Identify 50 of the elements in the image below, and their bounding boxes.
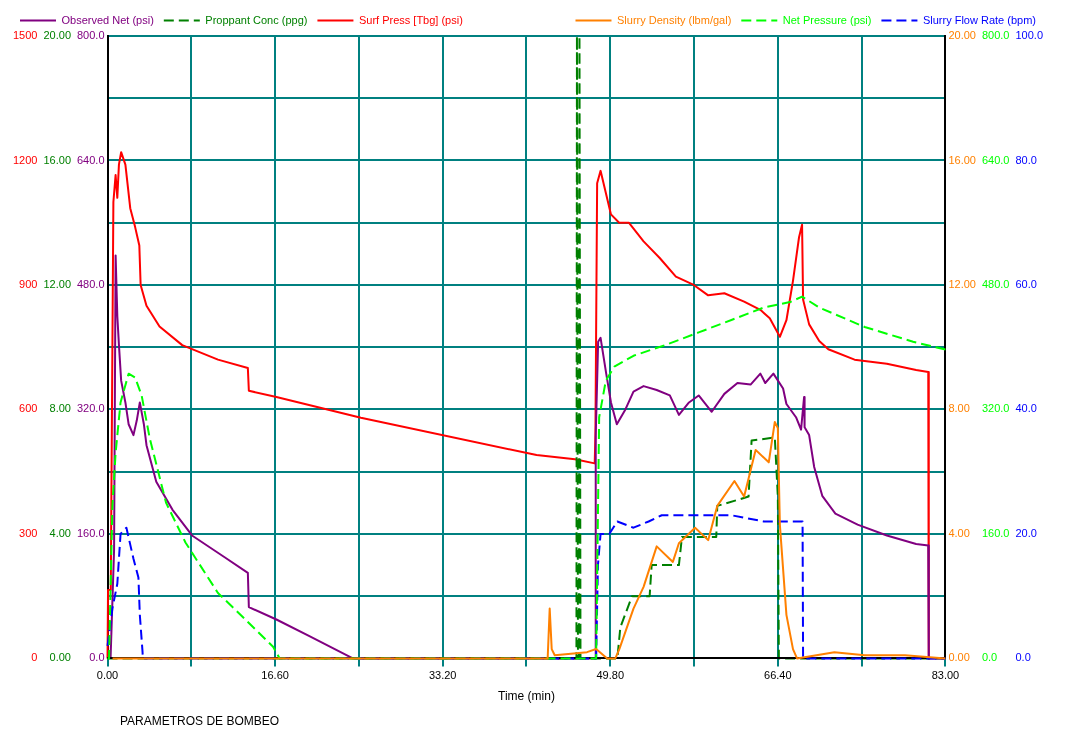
y-tick-label: 4.00 [948, 526, 970, 539]
legend-label: Proppant Conc (ppg) [205, 13, 308, 26]
y2-tick-label: 320.0 [981, 402, 1010, 415]
y2-tick-label: 8.00 [49, 402, 71, 415]
y-tick-label: 0.00 [948, 651, 970, 664]
y3-tick-label: 900 [19, 277, 38, 290]
y2-tick-label: 800.0 [981, 29, 1010, 42]
y2-tick-label: 160.0 [981, 526, 1010, 539]
x-axis-title: Time (min) [498, 689, 555, 704]
y-tick-label: 12.00 [948, 277, 976, 290]
y2-tick-label: 20.00 [43, 29, 71, 42]
y3-tick-label: 40.0 [1015, 402, 1037, 415]
y3-tick-label: 100.0 [1015, 29, 1043, 42]
x-tick-label: 83.00 [931, 669, 960, 682]
x-tick-label: 66.40 [764, 669, 792, 682]
y3-tick-label: 1200 [12, 153, 38, 166]
y3-tick-label: 0 [31, 651, 38, 664]
y-tick-label: 0.0 [89, 651, 105, 664]
x-tick-label: 0.00 [96, 669, 119, 682]
y-tick-label: 16.00 [948, 153, 976, 166]
y-tick-label: 640.0 [76, 153, 105, 166]
y2-tick-label: 0.00 [49, 651, 71, 664]
y3-tick-label: 20.0 [1015, 526, 1037, 539]
y2-tick-label: 480.0 [981, 277, 1010, 290]
x-tick-label: 49.80 [596, 669, 625, 682]
y3-tick-label: 0.0 [1015, 651, 1031, 664]
text: PARAMETROS DE BOMBEO [120, 714, 280, 729]
legend-label: Observed Net (psi) [61, 13, 154, 26]
y2-tick-label: 12.00 [43, 277, 71, 290]
y-tick-label: 160.0 [76, 526, 105, 539]
legend-label: Surf Press [Tbg] (psi) [358, 13, 463, 26]
x-tick-label: 33.20 [428, 669, 457, 682]
y2-tick-label: 4.00 [49, 526, 71, 539]
y-tick-label: 8.00 [948, 402, 970, 415]
x-tick-label: 16.60 [261, 669, 289, 682]
y3-tick-label: 600 [19, 402, 38, 415]
legend-label: Slurry Flow Rate (bpm) [922, 13, 1036, 26]
y3-tick-label: 60.0 [1015, 277, 1037, 290]
y2-tick-label: 0.0 [981, 651, 998, 664]
y-tick-label: 480.0 [76, 277, 105, 290]
y3-tick-label: 1500 [12, 29, 38, 42]
y-tick-label: 320.0 [76, 402, 105, 415]
y2-tick-label: 16.00 [43, 153, 71, 166]
y-tick-label: 20.00 [948, 29, 976, 42]
y3-tick-label: 80.0 [1015, 153, 1037, 166]
legend-label: Net Pressure (psi) [782, 13, 872, 26]
legend-label: Slurry Density (lbm/gal) [616, 13, 732, 26]
y-tick-label: 800.0 [76, 29, 105, 42]
y2-tick-label: 640.0 [981, 153, 1010, 166]
y3-tick-label: 300 [19, 526, 38, 539]
